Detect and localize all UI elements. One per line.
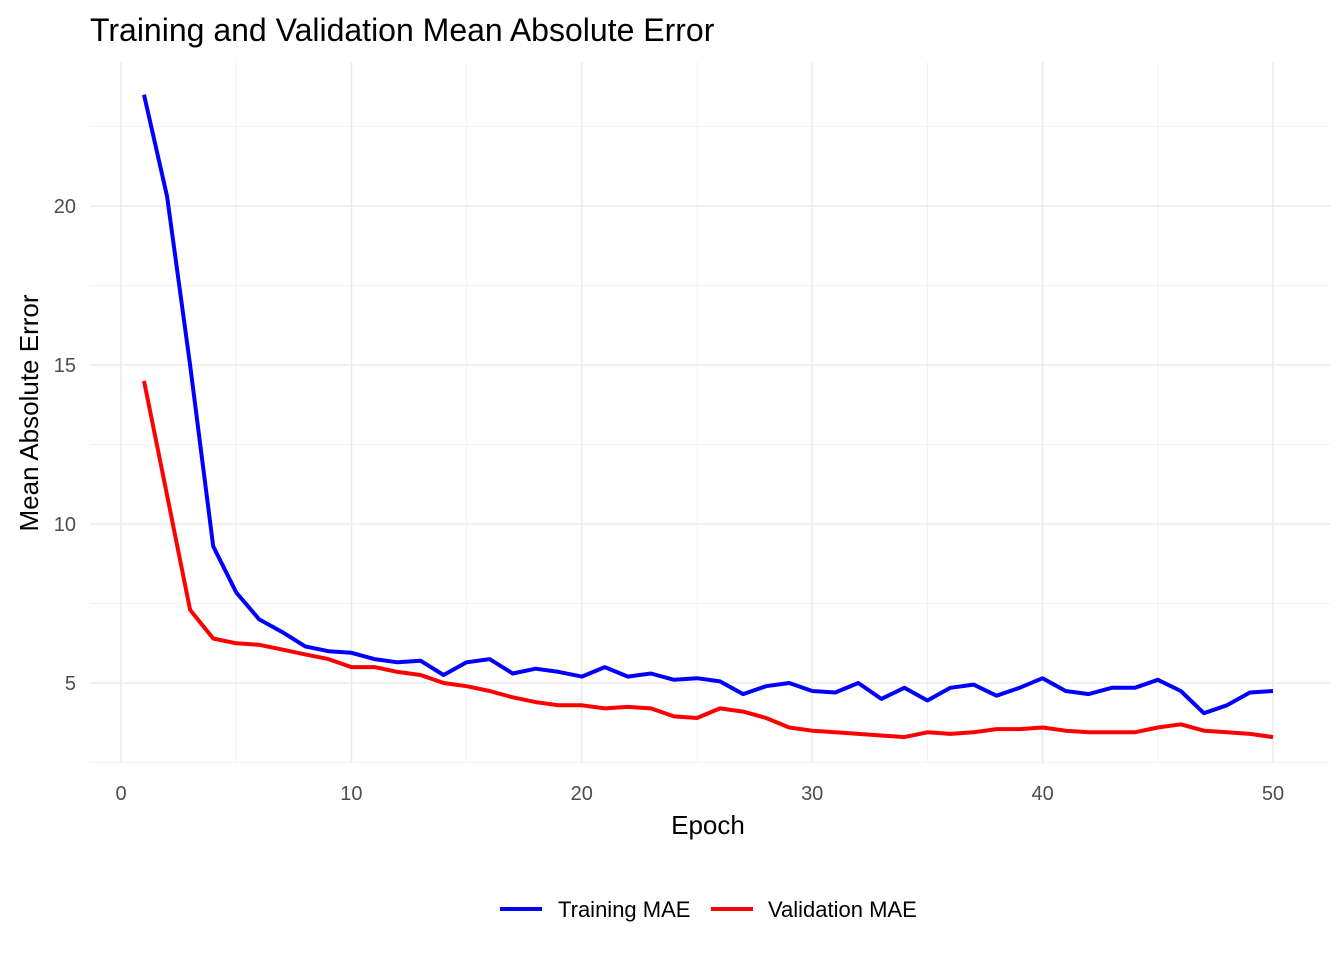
y-axis-title: Mean Absolute Error — [14, 294, 44, 531]
x-tick-label: 20 — [571, 783, 593, 805]
y-tick-label: 20 — [54, 196, 76, 218]
x-tick-label: 30 — [801, 783, 823, 805]
x-axis-title: Epoch — [671, 810, 745, 840]
x-axis-ticks: 0 10 20 30 40 50 — [115, 783, 1284, 805]
legend-item: Validation MAE — [711, 897, 917, 922]
series-line-validation-mae — [142, 380, 1274, 740]
x-tick-label: 40 — [1031, 783, 1053, 805]
x-tick-label: 0 — [115, 783, 126, 805]
legend-label: Training MAE — [558, 897, 690, 922]
y-tick-label: 10 — [54, 514, 76, 536]
y-tick-label: 15 — [54, 355, 76, 377]
chart-title: Training and Validation Mean Absolute Er… — [90, 12, 715, 48]
grid-lines — [90, 62, 1330, 763]
series-lines — [142, 94, 1274, 740]
legend-item: Training MAE — [500, 897, 690, 922]
x-tick-label: 10 — [340, 783, 362, 805]
x-tick-label: 50 — [1262, 783, 1284, 805]
y-tick-label: 5 — [65, 673, 76, 695]
series-line-training-mae — [142, 94, 1274, 716]
legend-label: Validation MAE — [768, 897, 917, 922]
y-axis-ticks: 5 10 15 20 — [54, 196, 76, 695]
legend: Training MAE Validation MAE — [500, 897, 917, 922]
